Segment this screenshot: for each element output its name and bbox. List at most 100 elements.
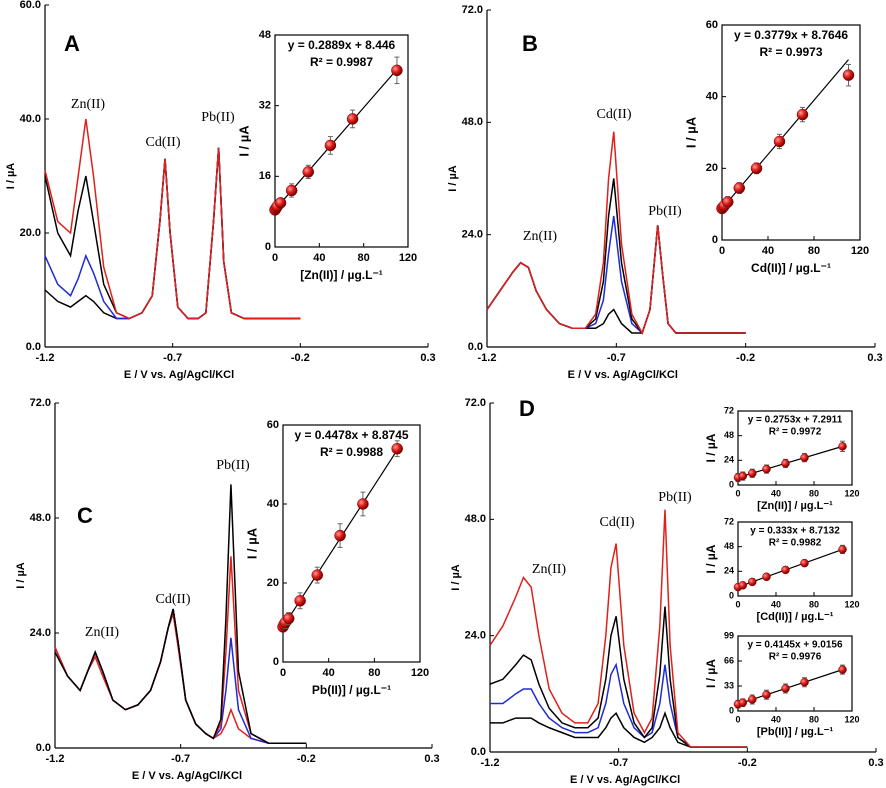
- y-tick-label: 72.0: [462, 4, 483, 16]
- y-tick-label: 48.0: [465, 513, 486, 525]
- point: [346, 113, 359, 125]
- point: [357, 498, 369, 510]
- y-axis-label: I / µA: [15, 562, 27, 589]
- panel-label: B: [522, 31, 538, 56]
- x-tick-label: 0: [719, 245, 725, 257]
- point: [285, 184, 298, 197]
- x-tick-label: 0: [735, 599, 740, 609]
- y-tick-label: 24: [724, 455, 734, 465]
- peak-label: Zn(II): [85, 625, 120, 640]
- y-tick-label: 48.0: [462, 116, 483, 128]
- r-squared: R² = 0.9973: [759, 45, 822, 59]
- r-squared: R² = 0.9982: [769, 538, 822, 549]
- inset-y-label: I / µA: [236, 125, 251, 157]
- y-tick-label: 72: [724, 516, 734, 526]
- y-tick-label: 24.0: [465, 630, 486, 642]
- panel-label: D: [519, 396, 535, 421]
- point: [282, 612, 295, 625]
- x-tick-label: -1.2: [36, 352, 55, 364]
- x-tick-label: 0.3: [420, 352, 435, 364]
- x-tick-label: 40: [313, 252, 325, 264]
- point: [334, 529, 346, 542]
- peak-label: Cd(II): [597, 107, 632, 122]
- point: [748, 577, 757, 587]
- point: [748, 695, 757, 704]
- y-tick-label: 66: [724, 655, 734, 665]
- y-tick-label: 72: [724, 405, 734, 415]
- curve: [489, 606, 748, 748]
- x-axis-label: E / V vs. Ag/AgCl/KCl: [124, 369, 234, 381]
- x-tick-label: -0.2: [297, 753, 316, 765]
- y-tick-label: 40: [706, 91, 718, 103]
- y-tick-label: 60: [267, 419, 279, 431]
- y-tick-label: 0.0: [26, 341, 41, 353]
- inset-x-label: [Cd(II)] / µg.L⁻¹: [757, 611, 834, 623]
- y-axis-label: I / µA: [5, 163, 17, 190]
- point: [781, 565, 790, 575]
- x-axis-label: E / V vs. Ag/AgCl/KCl: [570, 774, 680, 786]
- y-tick-label: 72.0: [30, 397, 51, 409]
- inset-frame: [737, 635, 853, 712]
- curve: [489, 509, 748, 748]
- y-tick-label: 48.0: [30, 512, 51, 524]
- y-tick-label: 0: [273, 656, 279, 668]
- point: [838, 442, 847, 451]
- peak-label: Pb(II): [648, 204, 682, 219]
- x-tick-label: 80: [808, 245, 820, 257]
- inset-y-label: I / µA: [704, 433, 718, 462]
- x-tick-label: 80: [368, 667, 380, 679]
- inset-y-label: I / µA: [704, 544, 718, 573]
- curve: [54, 484, 307, 744]
- x-tick-label: -0.2: [291, 352, 310, 364]
- point: [800, 677, 809, 687]
- x-tick-label: 0: [735, 714, 740, 724]
- equation: y = 0.2889x + 8.446: [288, 38, 396, 52]
- x-tick-label: -0.2: [738, 757, 757, 769]
- y-tick-label: 16: [259, 170, 271, 182]
- peak-label: Pb(II): [201, 110, 235, 125]
- point: [722, 196, 734, 208]
- peak-label: Cd(II): [146, 135, 181, 150]
- point: [800, 558, 809, 568]
- point: [733, 182, 745, 194]
- x-tick-label: 0.3: [424, 753, 439, 765]
- peak-label: Zn(II): [532, 562, 567, 577]
- inset-frame: [274, 34, 409, 248]
- peak-label: Cd(II): [600, 515, 635, 530]
- x-tick-label: -0.7: [171, 753, 190, 765]
- y-tick-label: 0: [712, 234, 718, 246]
- y-tick-label: 40: [267, 498, 279, 510]
- y-tick-label: 24: [724, 566, 734, 576]
- y-tick-label: 0.0: [471, 746, 486, 758]
- y-tick-label: 0.0: [36, 742, 51, 754]
- inset-x-label: [Zn(II)] / µg.L⁻¹: [300, 268, 383, 282]
- y-tick-label: 48: [259, 29, 271, 41]
- y-tick-label: 0.0: [468, 341, 483, 353]
- y-tick-label: 48: [724, 430, 734, 440]
- equation: y = 0.333x + 8.7132: [750, 526, 840, 537]
- x-axis-label: E / V vs. Ag/AgCl/KCl: [132, 770, 242, 782]
- peak-label: Zn(II): [523, 229, 558, 244]
- y-tick-label: 72.0: [465, 397, 486, 409]
- x-tick-label: 120: [399, 252, 417, 264]
- x-tick-label: 40: [771, 599, 781, 609]
- point: [302, 166, 314, 178]
- inset-frame: [721, 24, 861, 241]
- y-tick-label: 40.0: [20, 113, 41, 125]
- inset-y-label: I / µA: [683, 116, 698, 148]
- point: [391, 442, 403, 455]
- point: [800, 453, 809, 462]
- x-tick-label: 0.3: [868, 757, 883, 769]
- point: [738, 581, 747, 590]
- panel-label: A: [64, 31, 80, 56]
- y-tick-label: 20: [706, 162, 718, 174]
- curve: [490, 662, 748, 748]
- y-tick-label: 0: [729, 705, 734, 715]
- y-tick-label: 20.0: [20, 227, 41, 239]
- x-tick-label: 80: [809, 714, 819, 724]
- x-tick-label: -0.7: [609, 757, 628, 769]
- y-tick-label: 33: [724, 680, 734, 690]
- point: [781, 459, 790, 468]
- y-tick-label: 0: [729, 590, 734, 600]
